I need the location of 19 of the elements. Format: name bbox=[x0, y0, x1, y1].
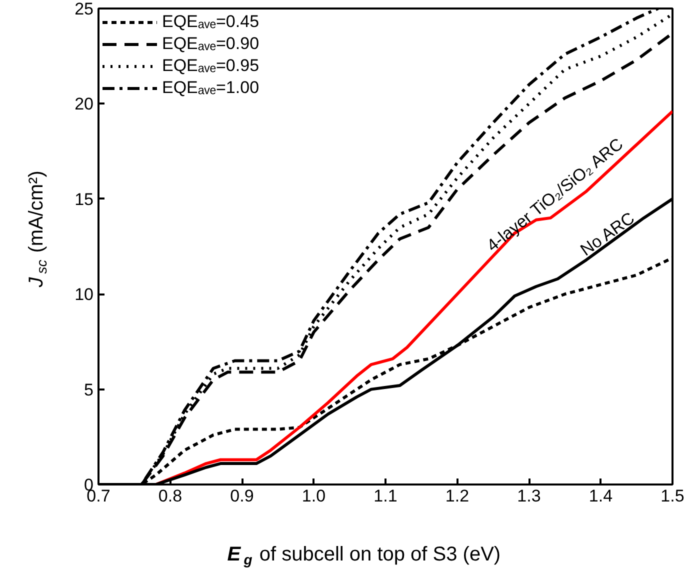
x-tick-label: 0.9 bbox=[230, 486, 254, 506]
legend-label: EQEₐᵥₑ=0.95 bbox=[162, 56, 260, 76]
x-tick-label: 1.2 bbox=[445, 486, 470, 506]
y-tick-label: 10 bbox=[74, 285, 94, 304]
y-tick-label: 15 bbox=[74, 190, 94, 209]
legend-label: EQEₐᵥₑ=0.45 bbox=[162, 12, 260, 32]
y-tick-label: 20 bbox=[74, 94, 94, 114]
x-tick-label: 0.8 bbox=[158, 486, 182, 506]
legend-label: EQEₐᵥₑ=1.00 bbox=[162, 78, 260, 98]
legend-label: EQEₐᵥₑ=0.90 bbox=[162, 34, 260, 54]
x-tick-label: 1.0 bbox=[302, 486, 326, 506]
y-axis-title: Jsc (mA/cm²) bbox=[26, 170, 50, 288]
annotation: No ARC bbox=[576, 208, 638, 260]
y-tick-label: 5 bbox=[84, 380, 94, 400]
x-tick-label: 1.4 bbox=[588, 486, 613, 506]
y-tick-label: 25 bbox=[74, 0, 94, 18]
x-tick-label: 1.3 bbox=[517, 486, 541, 506]
x-tick-label: 1.1 bbox=[374, 486, 398, 506]
x-tick-label: 1.5 bbox=[660, 486, 684, 506]
